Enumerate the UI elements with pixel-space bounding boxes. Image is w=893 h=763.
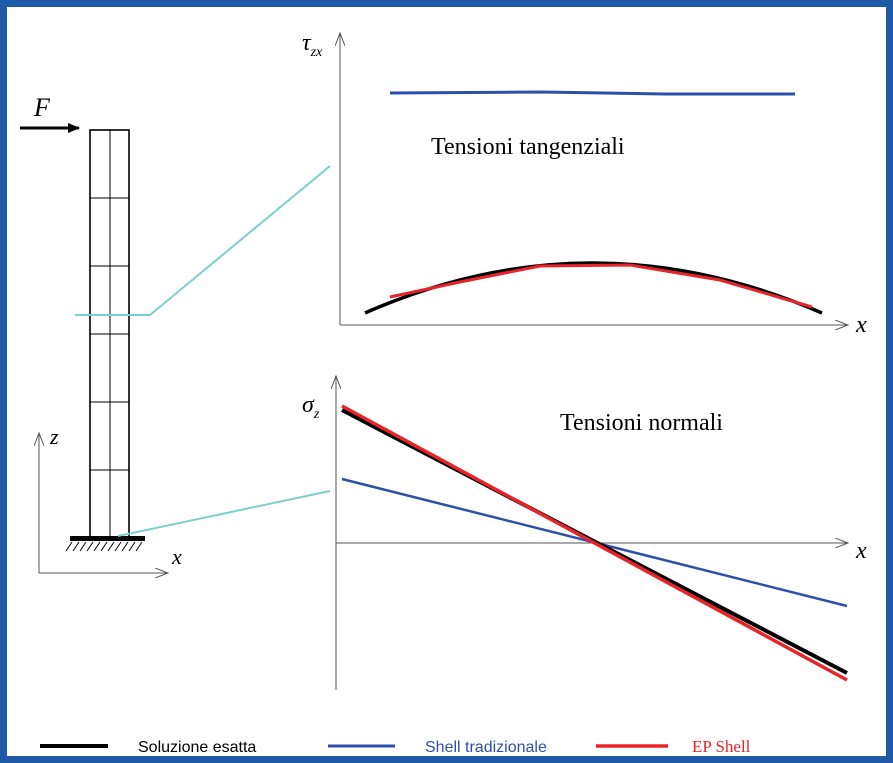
leader-lines — [75, 165, 331, 537]
tau-title: Tensioni tangenziali — [431, 134, 625, 160]
shear-traditional-curve — [389, 90, 795, 96]
legend-label-exact: Soluzione esatta — [138, 739, 256, 756]
shear-ep-shell-curve — [389, 263, 813, 309]
leader-line-normal — [117, 490, 331, 537]
shear-stress-plot: τzx x Tensioni tangenziali — [302, 30, 867, 338]
tau-axis-label: τzx — [302, 30, 323, 60]
ground-hatching — [65, 541, 143, 552]
ground-support — [70, 536, 145, 541]
normal-ep-shell-line — [341, 404, 848, 682]
column-structure: F z x — [20, 93, 182, 573]
tau-x-label: x — [855, 312, 867, 338]
legend: Soluzione esatta Shell tradizionale EP S… — [40, 737, 751, 756]
tau-axis-subscript: zx — [310, 45, 323, 60]
leader-line-shear — [75, 165, 331, 316]
sigma-x-label: x — [855, 538, 867, 564]
normal-stress-plot: σz x Tensioni normali — [302, 376, 867, 690]
legend-label-traditional: Shell tradizionale — [425, 739, 547, 756]
sigma-title: Tensioni normali — [560, 410, 723, 436]
structure-z-label: z — [49, 424, 59, 449]
figure-frame: F z x τzx x Tensioni tangenziali σz x Te… — [7, 7, 886, 756]
sigma-axis-label: σz — [302, 392, 320, 422]
diagram-canvas: F z x τzx x Tensioni tangenziali σz x Te… — [20, 30, 867, 756]
legend-label-ep-shell: EP Shell — [692, 737, 751, 756]
column-mesh-lines — [90, 197, 129, 471]
force-label: F — [33, 93, 51, 122]
structure-x-label: x — [171, 544, 182, 569]
sigma-axis-subscript: z — [313, 407, 320, 422]
